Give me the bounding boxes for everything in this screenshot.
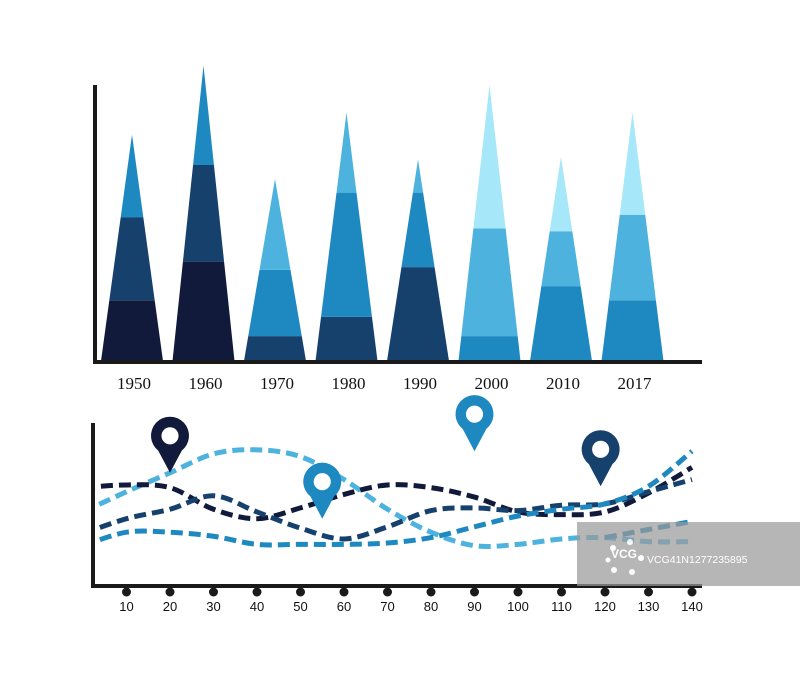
- x-tick-label: 30: [206, 599, 220, 614]
- bar-segment: [541, 231, 581, 287]
- bar-segment: [601, 300, 664, 361]
- category-label: 2010: [546, 374, 580, 393]
- x-tick-dot: [470, 587, 479, 597]
- watermark-logo-text: VCG: [611, 547, 637, 561]
- map-pin-markers: [151, 395, 620, 519]
- category-label: 1970: [260, 374, 294, 393]
- category-labels: 1950 1960 1970 1980 1990 2000 2010 2017: [117, 374, 652, 393]
- watermark-background: [577, 522, 800, 586]
- bar-segment: [120, 134, 144, 218]
- pin-hole: [161, 427, 179, 445]
- bar-segment: [609, 214, 656, 301]
- triangle-bars: [101, 65, 664, 361]
- category-label: 1960: [189, 374, 223, 393]
- map-pin-icon: [303, 462, 342, 519]
- bar-segment: [101, 300, 163, 361]
- triangle-bar-1970: [244, 178, 306, 361]
- bar-segment: [172, 261, 235, 361]
- x-tick-dot: [644, 587, 653, 597]
- pin-body: [581, 430, 620, 487]
- triangle-bar-1990: [387, 159, 449, 361]
- x-tick-dot: [209, 587, 218, 597]
- x-tick-marks: 10 20 30 40 50 60 70 80 90 100 110 120 130 140: [119, 587, 703, 614]
- pin-hole: [313, 473, 331, 491]
- triangle-bar-2000: [458, 85, 521, 361]
- watermark-text: VCG41N1277235895: [647, 554, 748, 566]
- pin-hole: [465, 405, 484, 423]
- bar-segment: [530, 286, 592, 361]
- bar-segment: [193, 65, 214, 166]
- x-tick-label: 50: [293, 599, 307, 614]
- triangle-bar-1950: [101, 134, 163, 361]
- x-tick-label: 10: [119, 599, 133, 614]
- bar-segment: [248, 269, 302, 337]
- dashed-line-3: [93, 477, 693, 542]
- bar-segment: [473, 85, 506, 229]
- bar-segment: [259, 178, 291, 270]
- x-tick-dot: [339, 587, 349, 597]
- x-tick-dot: [557, 587, 566, 597]
- category-label: 2017: [618, 374, 653, 393]
- category-label: 1950: [117, 374, 151, 393]
- bar-segment: [401, 192, 435, 268]
- x-tick-label: 90: [467, 599, 481, 614]
- pin-body: [455, 395, 494, 452]
- x-tick-label: 40: [250, 599, 264, 614]
- triangle-bar-1960: [172, 65, 235, 361]
- pin-hole: [592, 440, 610, 458]
- bar-segment: [619, 112, 646, 215]
- x-tick-dot: [383, 587, 392, 597]
- x-tick-dot: [687, 587, 697, 597]
- x-tick-label: 120: [594, 599, 616, 614]
- triangle-bar-chart: 1950 1960 1970 1980 1990 2000 2010 2017: [93, 65, 702, 393]
- bar-segment: [458, 336, 521, 361]
- category-label: 2000: [475, 374, 509, 393]
- triangle-bar-2017: [601, 112, 664, 361]
- category-label: 1990: [403, 374, 437, 393]
- x-tick-label: 70: [380, 599, 394, 614]
- x-tick-label: 20: [163, 599, 177, 614]
- x-tick-label: 100: [507, 599, 529, 614]
- x-tick-dot: [122, 587, 131, 597]
- x-tick-dot: [600, 587, 610, 597]
- pin-body: [303, 462, 342, 519]
- bar-segment: [336, 112, 357, 193]
- dashed-line-2: [93, 465, 694, 522]
- bar-segment: [321, 192, 372, 317]
- x-tick-label: 130: [638, 599, 660, 614]
- map-pin-icon: [581, 430, 620, 487]
- x-tick-label: 60: [337, 599, 351, 614]
- bar-segment: [387, 267, 449, 361]
- bar-segment: [461, 228, 518, 337]
- x-tick-dot: [513, 587, 523, 597]
- triangle-bar-2010: [530, 156, 592, 361]
- watermark: VCG VCG41N1277235895: [577, 522, 800, 586]
- x-tick-label: 140: [681, 599, 703, 614]
- bar-segment: [412, 159, 424, 193]
- map-pin-icon: [455, 395, 494, 452]
- dashed-line-4: [93, 449, 694, 548]
- bar-segment: [315, 316, 378, 361]
- triangle-bar-1980: [315, 112, 378, 361]
- x-tick-dot: [252, 587, 262, 597]
- category-label: 1980: [332, 374, 366, 393]
- map-pin-icon: [151, 416, 189, 473]
- x-tick-dot: [426, 587, 436, 597]
- bar-segment: [109, 217, 155, 301]
- x-tick-dot: [296, 587, 305, 597]
- x-tick-label: 110: [551, 599, 572, 614]
- x-tick-dot: [165, 587, 175, 597]
- bar-segment: [182, 165, 225, 262]
- pin-body: [151, 416, 189, 473]
- watermark-logo-icon: [605, 539, 644, 575]
- x-tick-label: 80: [424, 599, 438, 614]
- bar-segment: [549, 156, 573, 232]
- bar-segment: [244, 336, 306, 361]
